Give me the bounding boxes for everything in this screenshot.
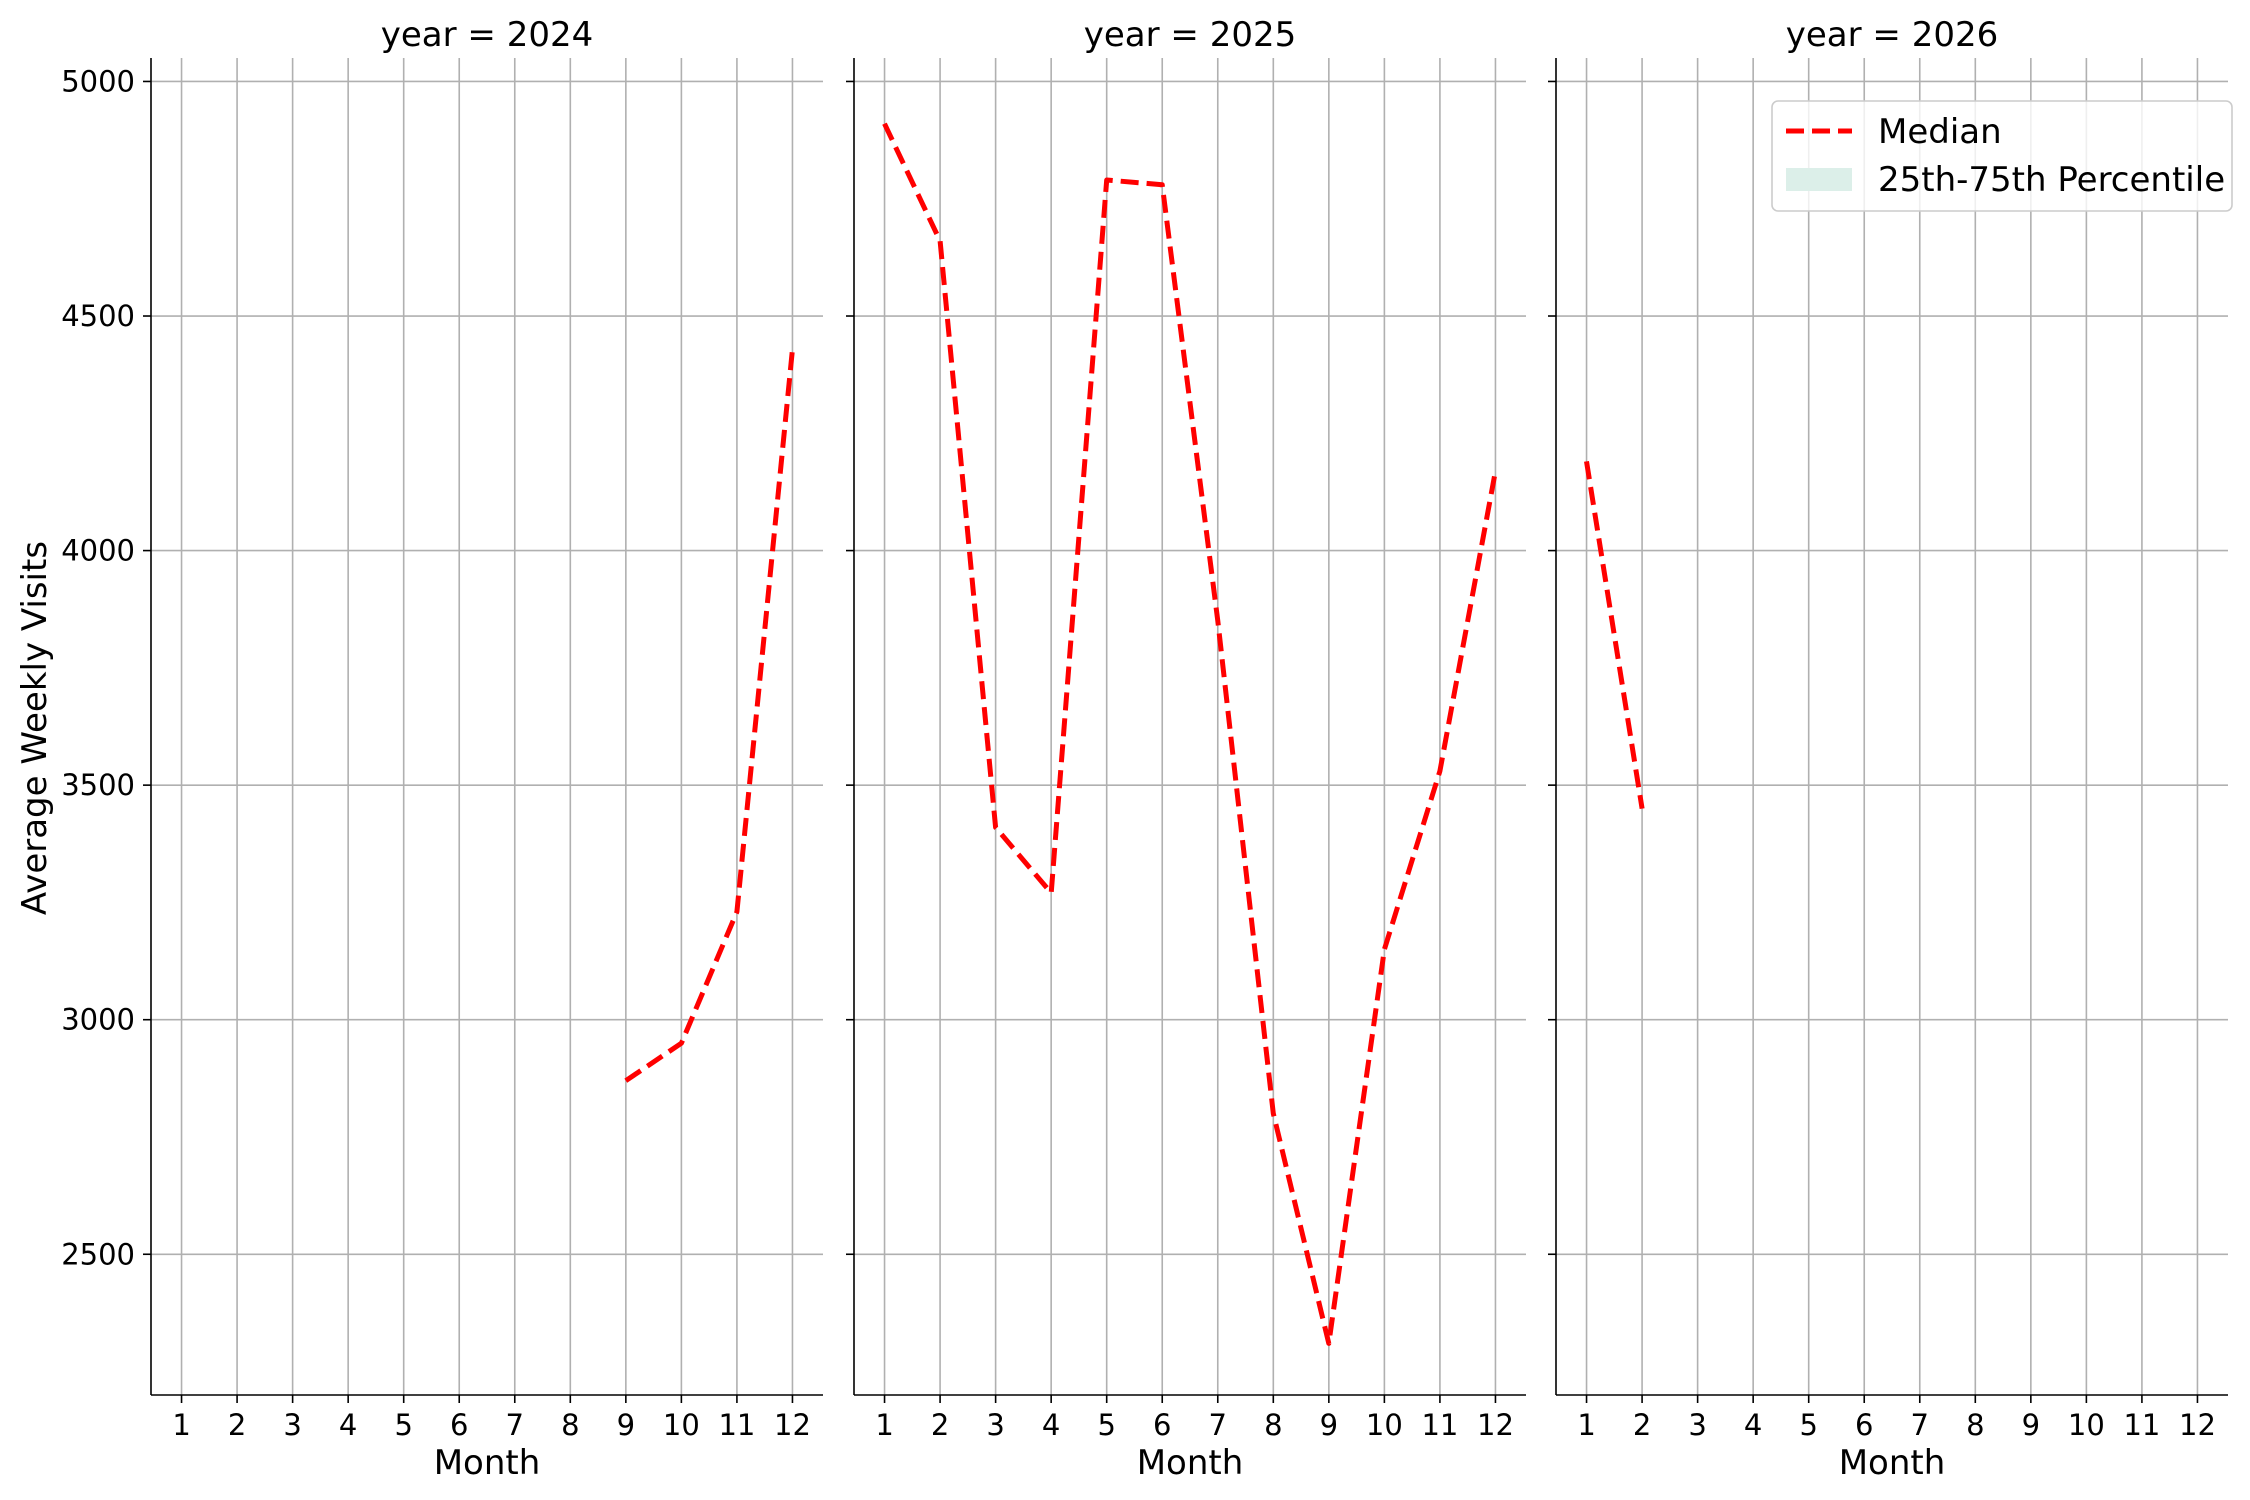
x-tick-label: 8 [1966,1408,1984,1442]
x-axis-label: Month [434,1443,541,1483]
chart-panels: 1 2 3 4 5 6 7 8 9 10 11 12250030003500400045005000y… [61,15,2228,1483]
panel-1: 1 2 3 4 5 6 7 8 9 10 11 12250030003500400045005000y… [61,15,823,1483]
x-tick-label: 2 [931,1408,949,1442]
y-tick-label: 4000 [61,534,135,568]
x-tick-label: 6 [1153,1408,1171,1442]
y-tick-label: 4500 [61,299,135,333]
x-tick-label: 4 [1042,1408,1060,1442]
x-tick-label: 1 [875,1408,893,1442]
x-tick-label: 7 [1911,1408,1929,1442]
panel-title: year = 2025 [1084,15,1296,55]
x-tick-label: 10 [2068,1408,2105,1442]
x-tick-label: 4 [339,1408,357,1442]
legend-percentile-swatch [1786,168,1852,191]
y-tick-label: 5000 [61,64,135,98]
y-tick-label: 3000 [61,1003,135,1037]
x-tick-label: 8 [1264,1408,1282,1442]
x-tick-label: 5 [1097,1408,1115,1442]
x-tick-label: 5 [1799,1408,1817,1442]
x-tick-label: 8 [561,1408,579,1442]
x-tick-label: 10 [1366,1408,1403,1442]
median-series-line [1584,461,1645,809]
x-tick-label: 11 [718,1408,755,1442]
x-tick-label: 5 [394,1408,412,1442]
x-tick-label: 4 [1744,1408,1762,1442]
x-tick-label: 7 [506,1408,524,1442]
legend: Median 25th-75th Percentile [1771,100,2233,212]
x-tick-label: 3 [1688,1408,1706,1442]
x-tick-label: 11 [2123,1408,2160,1442]
x-tick-label: 12 [2179,1408,2216,1442]
x-tick-label: 2 [1633,1408,1651,1442]
x-tick-label: 7 [1209,1408,1227,1442]
x-tick-label: 12 [774,1408,811,1442]
median-series-line [882,122,1498,1346]
legend-frame [1771,100,2233,212]
x-tick-label: 9 [2022,1408,2040,1442]
x-axis-label: Month [1839,1443,1946,1483]
panel-title: year = 2026 [1786,15,1998,55]
x-tick-label: 3 [283,1408,301,1442]
x-tick-label: 12 [1477,1408,1514,1442]
x-tick-label: 9 [1320,1408,1338,1442]
legend-percentile-label: 25th-75th Percentile [1878,160,2225,200]
x-tick-label: 6 [450,1408,468,1442]
x-axis-label: Month [1137,1443,1244,1483]
x-tick-label: 11 [1421,1408,1458,1442]
x-tick-label: 10 [663,1408,700,1442]
panel-title: year = 2024 [381,15,593,55]
x-tick-label: 3 [986,1408,1004,1442]
x-tick-label: 9 [617,1408,635,1442]
y-tick-label: 3500 [61,768,135,802]
x-tick-label: 6 [1855,1408,1873,1442]
x-tick-label: 1 [1577,1408,1595,1442]
x-tick-label: 2 [228,1408,246,1442]
x-tick-label: 1 [172,1408,190,1442]
legend-median-label: Median [1878,112,2002,152]
y-tick-label: 2500 [61,1237,135,1271]
y-axis-label: Average Weekly Visits [15,541,55,915]
median-series-line [624,348,795,1083]
